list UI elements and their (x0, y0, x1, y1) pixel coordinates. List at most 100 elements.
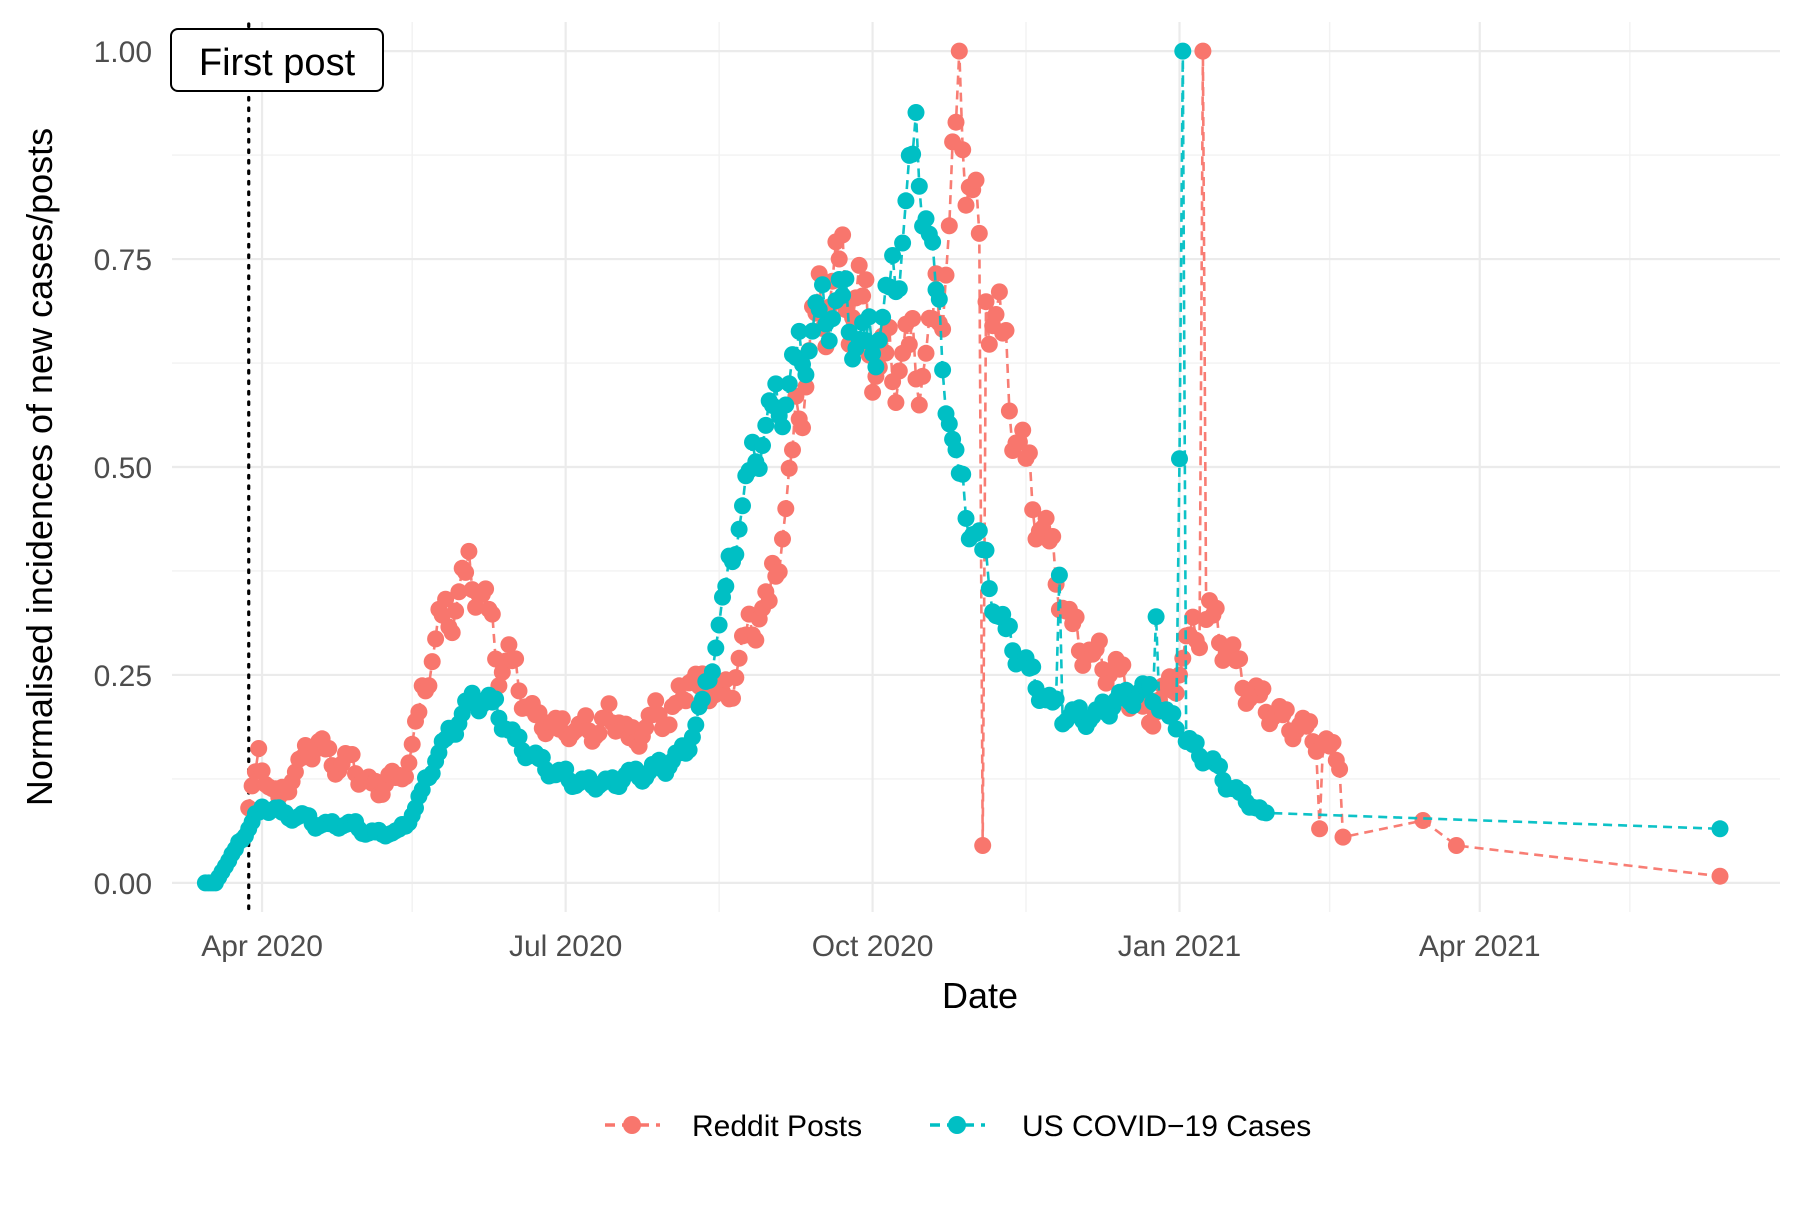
data-point-us-covid-cases (910, 177, 928, 195)
data-point-reddit-posts (760, 592, 778, 610)
data-point-us-covid-cases (977, 541, 995, 559)
data-point-reddit-posts (343, 746, 361, 763)
data-point-us-covid-cases (780, 375, 798, 393)
data-point-us-covid-cases (820, 332, 838, 350)
data-point-reddit-posts (777, 500, 795, 518)
data-point-reddit-posts (917, 344, 935, 362)
data-point-reddit-posts (904, 310, 922, 327)
first-post-label: First post (170, 28, 384, 92)
series-reddit-posts (240, 42, 1729, 885)
y-tick-label: 0.00 (94, 868, 152, 901)
data-point-reddit-posts (1044, 528, 1062, 545)
data-point-reddit-posts (940, 217, 958, 235)
data-point-reddit-posts (457, 563, 475, 581)
data-point-us-covid-cases (1167, 720, 1185, 738)
data-point-us-covid-cases (947, 441, 965, 459)
x-tick-label: Apr 2021 (1419, 930, 1541, 963)
data-point-reddit-posts (500, 636, 518, 654)
legend-label-us-covid-cases: US COVID−19 Cases (1022, 1110, 1311, 1143)
legend-dot-us-covid-cases (948, 1116, 966, 1134)
data-point-reddit-posts (590, 724, 608, 742)
data-point-us-covid-cases (824, 310, 841, 328)
legend-label-reddit-posts: Reddit Posts (692, 1110, 862, 1143)
data-point-reddit-posts (1144, 717, 1162, 735)
data-point-us-covid-cases (1171, 450, 1188, 468)
series-us-covid-cases (196, 42, 1729, 892)
data-point-us-covid-cases (1047, 690, 1065, 708)
data-point-reddit-posts (427, 630, 445, 648)
data-point-us-covid-cases (777, 396, 795, 414)
data-point-reddit-posts (447, 602, 465, 620)
data-point-reddit-posts (997, 322, 1015, 339)
legend-dot-reddit-posts (623, 1116, 641, 1134)
data-point-reddit-posts (770, 563, 788, 581)
legend-key-reddit-posts (605, 1116, 660, 1134)
data-point-reddit-posts (1020, 444, 1038, 462)
data-point-us-covid-cases (680, 741, 698, 759)
data-point-reddit-posts (677, 692, 695, 710)
data-point-reddit-posts (1090, 632, 1108, 650)
data-point-us-covid-cases (727, 546, 745, 563)
data-point-us-covid-cases (934, 361, 952, 379)
data-point-reddit-posts (794, 419, 811, 437)
data-point-reddit-posts (730, 649, 748, 667)
series-layer (196, 42, 1729, 892)
data-point-reddit-posts (397, 768, 414, 786)
data-point-reddit-posts (987, 306, 1005, 323)
data-point-reddit-posts (967, 171, 985, 189)
data-point-reddit-posts (400, 754, 418, 772)
data-point-reddit-posts (1194, 42, 1212, 60)
data-point-reddit-posts (253, 762, 271, 780)
first-post-label-text: First post (199, 42, 356, 84)
data-point-reddit-posts (774, 530, 791, 548)
data-point-reddit-posts (957, 196, 975, 214)
data-point-reddit-posts (724, 689, 741, 707)
data-point-us-covid-cases (814, 276, 831, 294)
data-point-reddit-posts (510, 682, 528, 700)
data-point-reddit-posts (600, 695, 618, 713)
data-point-reddit-posts (970, 224, 988, 242)
first-post-label-box (170, 28, 384, 92)
data-point-us-covid-cases (687, 716, 705, 734)
data-point-reddit-posts (850, 256, 868, 274)
data-point-us-covid-cases (980, 580, 998, 598)
data-point-us-covid-cases (957, 509, 975, 527)
data-point-us-covid-cases (693, 690, 711, 708)
data-point-reddit-posts (460, 542, 478, 560)
data-point-reddit-posts (243, 777, 261, 795)
data-point-us-covid-cases (757, 416, 775, 434)
data-point-reddit-posts (780, 459, 798, 477)
data-point-reddit-posts (1067, 608, 1085, 626)
data-point-us-covid-cases (867, 358, 885, 376)
data-point-us-covid-cases (870, 331, 888, 349)
data-point-reddit-posts (483, 605, 501, 623)
data-point-us-covid-cases (970, 522, 988, 540)
data-point-us-covid-cases (1211, 757, 1228, 775)
data-point-us-covid-cases (894, 234, 912, 252)
data-point-us-covid-cases (884, 247, 902, 264)
data-point-reddit-posts (1114, 656, 1132, 674)
data-point-us-covid-cases (487, 690, 505, 708)
data-point-reddit-posts (1331, 760, 1349, 778)
data-point-reddit-posts (890, 362, 908, 380)
data-point-us-covid-cases (1024, 658, 1042, 676)
data-point-us-covid-cases (754, 437, 771, 454)
data-point-reddit-posts (437, 590, 455, 608)
data-point-reddit-posts (1171, 666, 1188, 684)
data-point-us-covid-cases (860, 308, 878, 326)
data-point-us-covid-cases (864, 345, 882, 363)
data-point-us-covid-cases (1141, 676, 1158, 693)
data-point-us-covid-cases (703, 663, 721, 681)
data-point-us-covid-cases (1174, 42, 1192, 60)
data-point-us-covid-cases (797, 366, 815, 384)
data-point-reddit-posts (857, 271, 875, 289)
data-point-reddit-posts (900, 336, 918, 353)
data-point-reddit-posts (507, 650, 525, 668)
data-point-reddit-posts (974, 837, 992, 854)
data-point-reddit-posts (1207, 599, 1225, 617)
annotation-layer: First post (170, 22, 384, 914)
data-point-reddit-posts (830, 250, 848, 268)
data-point-reddit-posts (914, 367, 932, 385)
data-point-reddit-posts (410, 703, 428, 721)
